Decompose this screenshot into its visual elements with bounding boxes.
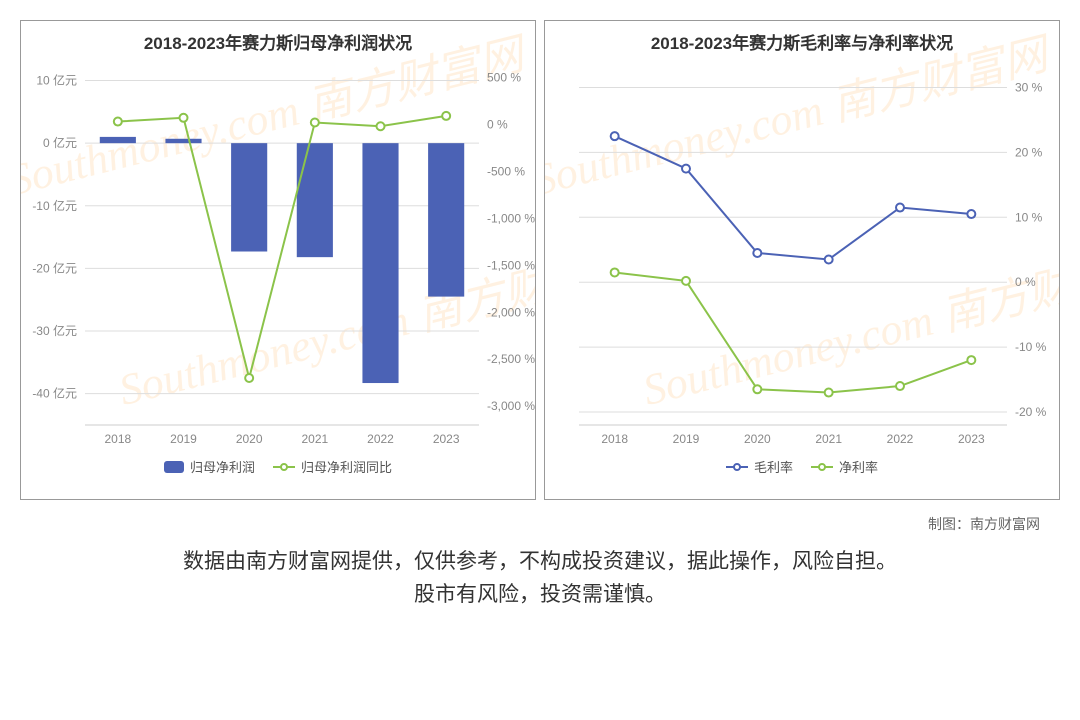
svg-text:30 %: 30 % — [1015, 80, 1043, 94]
chart-right-title: 2018-2023年赛力斯毛利率与净利率状况 — [545, 21, 1059, 58]
legend-item-net: 净利率 — [811, 457, 878, 476]
legend-label: 净利率 — [839, 457, 878, 476]
svg-text:2020: 2020 — [236, 432, 263, 446]
svg-text:-3,000 %: -3,000 % — [487, 399, 535, 413]
legend-item-bars: 归母净利润 — [164, 457, 255, 476]
svg-text:2023: 2023 — [433, 432, 460, 446]
chart-right-body: 30 % 20 % 10 % 0 % -10 % -20 % 2018 2019 2020 202… — [545, 58, 1059, 453]
svg-text:2021: 2021 — [815, 432, 842, 446]
legend-swatch-line — [811, 462, 833, 472]
svg-text:-20 %: -20 % — [1015, 405, 1047, 419]
svg-text:0 亿元: 0 亿元 — [43, 135, 77, 150]
svg-text:2019: 2019 — [673, 432, 700, 446]
legend-swatch-bar — [164, 461, 184, 473]
svg-text:-2,000 %: -2,000 % — [487, 305, 535, 319]
chart-right-legend: 毛利率 净利率 — [545, 453, 1059, 476]
svg-text:20 %: 20 % — [1015, 145, 1043, 159]
svg-text:500 %: 500 % — [487, 70, 521, 84]
legend-item-line: 归母净利润同比 — [273, 457, 392, 476]
svg-text:-1,500 %: -1,500 % — [487, 258, 535, 272]
svg-text:2023: 2023 — [958, 432, 985, 446]
legend-label: 归母净利润同比 — [301, 457, 392, 476]
svg-text:-40 亿元: -40 亿元 — [32, 386, 77, 401]
svg-text:-500 %: -500 % — [487, 164, 525, 178]
disclaimer-line-2: 股市有风险，投资需谨慎。 — [20, 579, 1060, 612]
svg-text:0 %: 0 % — [1015, 275, 1036, 289]
margin-chart-panel: Southmoney.com 南方财富网 Southmoney.com 南方财富… — [544, 20, 1060, 500]
svg-text:2022: 2022 — [887, 432, 914, 446]
chart-left-legend: 归母净利润 归母净利润同比 — [21, 453, 535, 476]
svg-text:-10 %: -10 % — [1015, 340, 1047, 354]
svg-text:2018: 2018 — [601, 432, 628, 446]
svg-text:2022: 2022 — [367, 432, 394, 446]
legend-label: 毛利率 — [754, 457, 793, 476]
svg-text:-20 亿元: -20 亿元 — [32, 260, 77, 275]
svg-text:2021: 2021 — [301, 432, 328, 446]
legend-swatch-line — [273, 462, 295, 472]
svg-text:-10 亿元: -10 亿元 — [32, 198, 77, 213]
credit-text: 制图：南方财富网 — [20, 500, 1060, 538]
legend-item-gross: 毛利率 — [726, 457, 793, 476]
svg-text:-30 亿元: -30 亿元 — [32, 323, 77, 338]
svg-text:-2,500 %: -2,500 % — [487, 352, 535, 366]
svg-text:0 %: 0 % — [487, 117, 508, 131]
svg-text:10 %: 10 % — [1015, 210, 1043, 224]
chart-left-title: 2018-2023年赛力斯归母净利润状况 — [21, 21, 535, 58]
chart-left-body: 10 亿元 0 亿元 -10 亿元 -20 亿元 -30 亿元 -40 亿元 500 % 0 … — [21, 58, 535, 453]
svg-text:2019: 2019 — [170, 432, 197, 446]
svg-text:10 亿元: 10 亿元 — [36, 73, 77, 88]
net-profit-chart-panel: Southmoney.com 南方财富网 Southmoney.com 南方财富… — [20, 20, 536, 500]
disclaimer-line-1: 数据由南方财富网提供，仅供参考，不构成投资建议，据此操作，风险自担。 — [20, 546, 1060, 579]
legend-label: 归母净利润 — [190, 457, 255, 476]
svg-text:-1,000 %: -1,000 % — [487, 211, 535, 225]
svg-text:2020: 2020 — [744, 432, 771, 446]
legend-swatch-line — [726, 462, 748, 472]
disclaimer-text: 数据由南方财富网提供，仅供参考，不构成投资建议，据此操作，风险自担。 股市有风险… — [20, 538, 1060, 611]
svg-text:2018: 2018 — [104, 432, 131, 446]
